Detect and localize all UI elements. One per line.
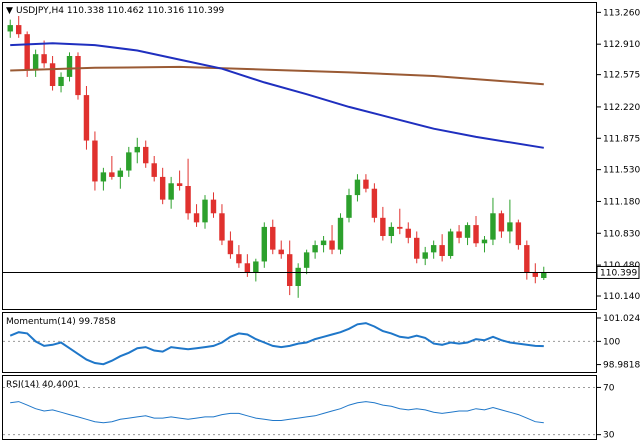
candle-body [541,272,547,278]
candle-body [456,231,462,238]
price-tick-label: 111.180 [603,197,640,207]
candle-body [210,199,217,214]
candle-body [143,146,149,164]
sma-slow-line [10,65,544,86]
price-tick-label: 111.530 [603,166,640,176]
candle-body [354,179,361,196]
candle-body [439,245,445,256]
candle-body [261,226,268,262]
candle-body [346,195,352,218]
candle-body [405,228,411,238]
candle-body [286,254,293,286]
candle-body [193,213,200,223]
price-tick-label: 110.140 [603,292,640,302]
rsi-header: RSI(14) 40.4001 [6,380,79,390]
candle-body [109,172,115,177]
rsi-tick-label: 70 [603,383,615,393]
candle-body [66,56,73,77]
candle-body [320,240,327,246]
price-tick-label: 112.910 [603,40,640,50]
sma-fast-line [10,42,544,149]
candle-body [134,146,140,153]
candle-body [24,34,30,71]
price-tick-label: 112.575 [603,71,640,81]
candle-body [388,226,395,236]
candle-body [7,25,13,32]
candle-body [151,163,157,177]
candle-body [473,225,479,244]
candle-body [464,225,471,238]
price-header: USDJPY,H4 110.338 110.462 110.316 110.39… [16,6,225,16]
candle-body [219,213,225,241]
candle-body [75,56,81,96]
rsi-pane-frame [2,375,597,440]
candle-body [329,240,335,250]
rsi-tick-label: 30 [603,431,615,440]
current-price-label: 110.399 [600,268,637,278]
momentum-pane-frame [2,312,597,373]
candle-body [236,254,242,264]
price-pane-frame [2,2,597,310]
candle-body [92,140,98,182]
price-tick-label: 110.830 [603,229,640,239]
price-tick-label: 112.220 [603,103,640,113]
candle-body [380,217,386,236]
candle-body [490,213,496,240]
candle-body [100,172,107,182]
candle-body [498,213,505,232]
candle-body [371,188,378,218]
candle-body [32,54,39,71]
price-tick-label: 113.260 [603,8,640,18]
rsi-line [10,401,544,424]
candle-body [185,186,191,214]
candle-body [363,179,369,189]
momentum-tick-label: 100 [603,337,620,347]
candle-body [295,267,301,286]
candle-body [270,226,276,250]
candle-body [278,249,284,255]
candle-body [244,263,251,273]
candle-body [83,95,90,141]
current-price-box [596,265,640,279]
candle-body [41,54,47,64]
candle-body [15,25,22,35]
candle-body [227,240,234,255]
candle-body [312,245,318,253]
candle-body [507,222,513,232]
candle-body [397,226,403,229]
candle-body [430,245,437,253]
candle-body [422,252,428,259]
candle-body [176,183,183,186]
candle-body [481,239,488,244]
momentum-line [9,322,544,366]
candle-body [126,152,132,171]
candle-body [337,217,344,250]
candle-body [168,183,174,200]
momentum-tick-label: 101.0246 [603,314,640,324]
candle-body [49,63,56,86]
candle-body [303,252,310,268]
price-header-arrow[interactable]: ▼ [6,6,13,16]
momentum-tick-label: 98.9818 [603,361,640,371]
candle-body [159,176,166,200]
price-tick-label: 111.875 [603,134,640,144]
momentum-header: Momentum(14) 99.7858 [6,317,116,327]
candle-body [524,245,530,273]
candle-body [447,231,454,256]
candle-body [253,261,259,273]
candle-body [58,76,64,86]
candle-body [117,170,124,177]
candle-body [202,199,208,223]
candle-body [414,237,420,259]
candle-body [532,272,539,277]
candle-body [515,222,522,246]
